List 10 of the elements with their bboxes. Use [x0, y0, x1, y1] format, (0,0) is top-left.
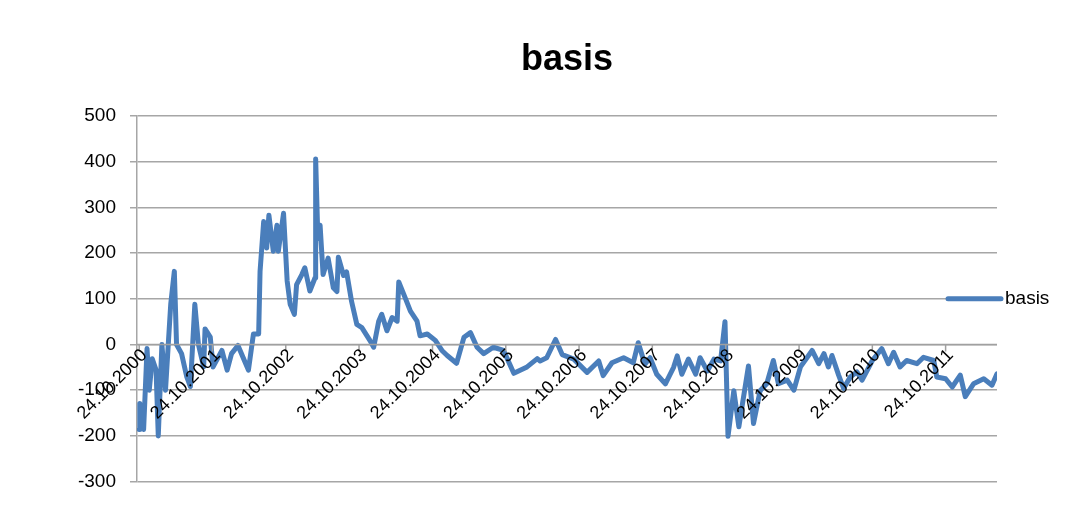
legend-label: basis: [1005, 287, 1050, 309]
y-tick-label: 500: [84, 104, 116, 126]
y-tick-label: 300: [84, 195, 116, 217]
y-tick-label: -200: [77, 424, 116, 446]
y-tick-label: 100: [84, 287, 116, 309]
y-tick-label: 400: [84, 149, 116, 171]
y-tick-label: -300: [77, 469, 116, 491]
y-tick-label: 0: [105, 332, 116, 354]
chart-title: basis: [520, 36, 614, 78]
y-tick-label: 200: [84, 241, 116, 263]
